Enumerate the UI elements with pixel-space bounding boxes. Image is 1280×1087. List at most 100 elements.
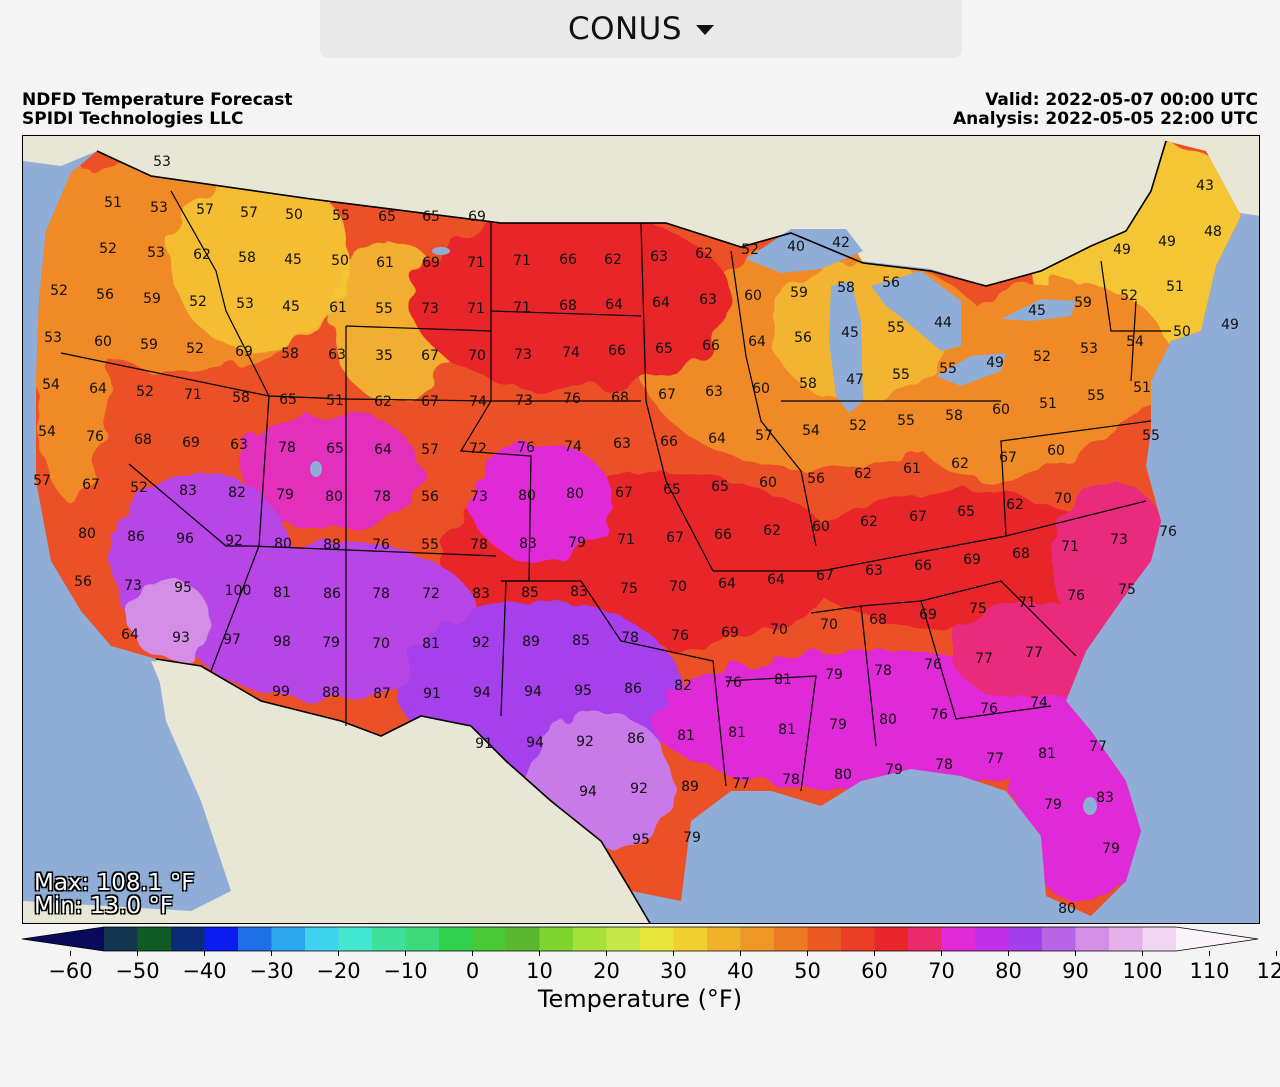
- temperature-label: 59: [140, 337, 158, 353]
- colorbar-overflow: [1176, 927, 1258, 951]
- colorbar-title: Temperature (°F): [537, 985, 743, 1013]
- temperature-label: 52: [1120, 288, 1138, 304]
- temperature-label: 66: [608, 343, 626, 359]
- temperature-label: 57: [755, 428, 773, 444]
- temperature-label: 68: [1012, 546, 1030, 562]
- temperature-label: 78: [874, 663, 892, 679]
- great-lakes: [310, 229, 1097, 815]
- temperature-label: 73: [421, 301, 439, 317]
- temperature-map[interactable]: 53 51 53 57 57 50 55 65 65 69 52 53 62 58 45 50 61 69 71 71…: [22, 135, 1260, 924]
- colorbar-tick-label: 30: [660, 959, 687, 983]
- temperature-label: 75: [620, 581, 638, 597]
- temperature-label: 86: [323, 586, 341, 602]
- temperature-label: 78: [470, 537, 488, 553]
- temperature-label: 81: [778, 722, 796, 738]
- temperature-label: 54: [38, 424, 56, 440]
- colorbar-band: [271, 927, 306, 951]
- valid-time: Valid: 2022-05-07 00:00 UTC: [985, 90, 1258, 110]
- temperature-label: 88: [322, 685, 340, 701]
- temperature-label: 65: [326, 441, 344, 457]
- temperature-label: 83: [179, 483, 197, 499]
- temperature-label: 60: [759, 475, 777, 491]
- temperature-label: 59: [790, 285, 808, 301]
- temperature-label: 83: [1096, 790, 1114, 806]
- temperature-label: 70: [770, 622, 788, 638]
- temperature-label: 78: [373, 489, 391, 505]
- temperature-label: 53: [147, 245, 165, 261]
- temperature-label: 56: [807, 471, 825, 487]
- temperature-label: 51: [1166, 279, 1184, 295]
- temperature-label: 69: [963, 552, 981, 568]
- temperature-label: 79: [1102, 841, 1120, 857]
- temperature-label: 64: [708, 431, 726, 447]
- temperature-label: 83: [570, 584, 588, 600]
- temperature-label: 64: [374, 442, 392, 458]
- temperature-label: 64: [89, 381, 107, 397]
- temperature-label: 98: [273, 634, 291, 650]
- temperature-label: 66: [714, 527, 732, 543]
- temperature-label: 63: [699, 292, 717, 308]
- temperature-label: 72: [469, 441, 487, 457]
- temperature-label: 76: [517, 440, 535, 456]
- temperature-label: 57: [421, 442, 439, 458]
- colorbar-tick-label: 90: [1062, 959, 1089, 983]
- max-temp: Max: 108.1 °F: [34, 870, 195, 896]
- temperature-label: 81: [422, 636, 440, 652]
- colorbar-band: [104, 927, 138, 951]
- temperature-label: 52: [1033, 349, 1051, 365]
- temperature-label: 80: [518, 488, 536, 504]
- temperature-label: 95: [574, 683, 592, 699]
- temperature-label: 63: [705, 384, 723, 400]
- temperature-label: 45: [284, 252, 302, 268]
- temperature-label: 68: [869, 612, 887, 628]
- temperature-label: 79: [829, 717, 847, 733]
- land-north: [23, 136, 1259, 286]
- temperature-label: 53: [153, 154, 171, 170]
- colorbar-band: [975, 927, 1009, 951]
- temperature-label: 47: [846, 372, 864, 388]
- temperature-label: 57: [33, 473, 51, 489]
- temperature-label: 52: [50, 283, 68, 299]
- temperature-label: 61: [903, 461, 921, 477]
- temperature-label: 55: [897, 413, 915, 429]
- temperature-label: 48: [1204, 224, 1222, 240]
- temperature-label: 65: [422, 209, 440, 225]
- temperature-label: 52: [741, 242, 759, 258]
- temperature-label: 35: [375, 348, 393, 364]
- colorbar-band: [539, 927, 574, 951]
- region-select[interactable]: CONUS: [320, 0, 962, 58]
- colorbar-band: [606, 927, 641, 951]
- temperature-label: 56: [882, 275, 900, 291]
- temperature-label: 67: [658, 387, 676, 403]
- temperature-label: 71: [1018, 595, 1036, 611]
- temperature-label: 92: [630, 781, 648, 797]
- colorbar-band: [1008, 927, 1043, 951]
- temperature-label: 60: [752, 381, 770, 397]
- temperature-label: 92: [576, 734, 594, 750]
- colorbar-tick-label: −20: [316, 959, 360, 983]
- temperature-label: 68: [559, 298, 577, 314]
- temperature-label: 51: [1039, 396, 1057, 412]
- temperature-label: 56: [794, 330, 812, 346]
- temperature-label: 45: [282, 299, 300, 315]
- temperature-label: 51: [1133, 380, 1151, 396]
- temperature-label: 50: [1173, 324, 1191, 340]
- temperature-label: 94: [526, 735, 544, 751]
- temperature-label: 76: [1159, 524, 1177, 540]
- temperature-label: 60: [744, 288, 762, 304]
- temperature-label: 56: [74, 574, 92, 590]
- temperature-label: 70: [669, 579, 687, 595]
- temperature-label: 89: [681, 779, 699, 795]
- temperature-label: 58: [945, 408, 963, 424]
- temperature-label: 53: [236, 296, 254, 312]
- temperature-label: 42: [832, 235, 850, 251]
- temperature-label: 52: [130, 480, 148, 496]
- temperature-label: 86: [127, 529, 145, 545]
- colorbar-band: [171, 927, 205, 951]
- colorbar-tick-label: 70: [928, 959, 955, 983]
- min-temp: Min: 13.0 °F: [34, 893, 174, 919]
- colorbar-band: [1142, 927, 1177, 951]
- temperature-label: 86: [624, 681, 642, 697]
- temperature-label: 83: [519, 536, 537, 552]
- value-labels: 53 51 53 57 57 50 55 65 65 69 52 53 62 58 45 50 61 69 71 71…: [33, 154, 1239, 917]
